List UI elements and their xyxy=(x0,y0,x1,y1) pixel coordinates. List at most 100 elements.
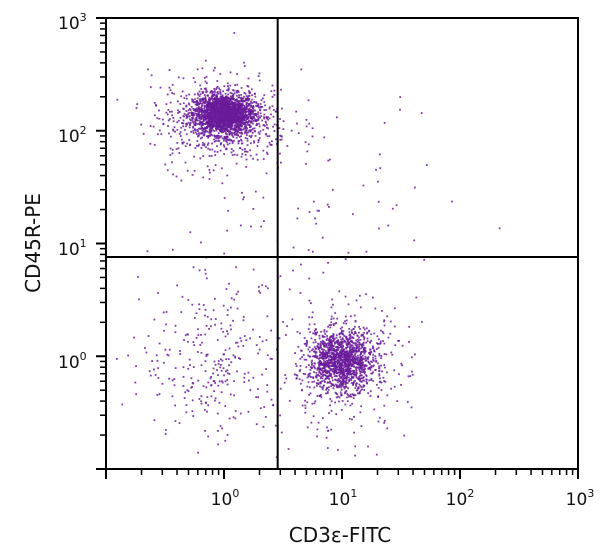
data-point xyxy=(413,239,416,242)
data-point xyxy=(157,377,160,379)
data-point xyxy=(286,325,288,328)
data-point xyxy=(350,379,353,382)
data-point xyxy=(342,353,345,355)
data-point xyxy=(308,346,311,349)
data-point xyxy=(266,315,269,318)
data-point xyxy=(342,369,345,372)
data-point xyxy=(349,355,351,358)
data-point xyxy=(182,141,185,144)
data-point xyxy=(185,110,188,112)
data-point xyxy=(346,400,349,403)
data-point xyxy=(222,128,225,131)
data-point xyxy=(309,372,312,375)
data-point xyxy=(233,119,235,122)
data-point xyxy=(201,121,203,124)
data-point xyxy=(209,109,212,112)
data-point xyxy=(155,104,158,107)
data-point xyxy=(320,396,323,399)
data-point xyxy=(323,330,326,333)
data-point xyxy=(208,118,211,121)
data-point xyxy=(246,106,248,109)
data-point xyxy=(171,83,174,86)
data-point xyxy=(242,116,245,119)
data-point xyxy=(363,372,366,375)
data-point xyxy=(320,330,323,333)
data-point xyxy=(321,357,324,360)
data-point xyxy=(151,360,154,362)
data-point xyxy=(318,370,321,373)
data-point xyxy=(242,109,245,112)
data-point xyxy=(192,366,195,368)
data-point xyxy=(273,123,276,126)
data-point xyxy=(308,386,311,389)
data-point xyxy=(320,373,322,376)
data-point xyxy=(313,346,316,348)
data-point xyxy=(239,224,242,227)
data-point xyxy=(307,348,310,351)
data-point xyxy=(201,129,204,132)
data-point xyxy=(337,352,340,355)
data-point xyxy=(380,389,383,391)
data-point xyxy=(207,116,210,119)
data-point xyxy=(209,106,212,109)
data-point xyxy=(233,115,236,118)
data-point xyxy=(212,124,215,127)
data-point xyxy=(325,370,328,372)
data-point xyxy=(178,133,181,135)
data-point xyxy=(213,134,216,137)
data-point xyxy=(353,415,355,418)
data-point xyxy=(239,147,242,150)
data-point xyxy=(208,327,210,330)
data-point xyxy=(224,118,226,121)
data-point xyxy=(185,117,188,119)
data-point xyxy=(414,353,416,356)
data-point xyxy=(166,113,169,116)
data-point xyxy=(378,373,381,376)
data-point xyxy=(209,171,211,174)
data-point xyxy=(338,333,341,335)
data-point xyxy=(292,246,295,249)
data-point xyxy=(344,358,347,361)
data-point xyxy=(209,129,211,132)
data-point xyxy=(245,339,248,342)
data-point xyxy=(220,100,223,103)
data-point xyxy=(148,370,151,373)
data-point xyxy=(270,144,273,146)
data-point xyxy=(333,365,335,368)
data-point xyxy=(246,99,248,101)
data-point xyxy=(149,86,152,89)
data-point xyxy=(353,371,355,373)
data-point xyxy=(203,408,206,411)
data-point xyxy=(316,355,319,358)
data-point xyxy=(346,382,349,384)
data-point xyxy=(199,100,201,102)
data-point xyxy=(352,393,355,396)
data-point xyxy=(304,407,307,409)
data-point xyxy=(230,120,232,123)
data-point xyxy=(168,118,171,121)
data-point xyxy=(312,415,315,418)
data-point xyxy=(235,266,238,269)
data-point xyxy=(378,153,381,156)
data-point xyxy=(225,132,227,135)
data-point xyxy=(330,315,333,318)
data-point xyxy=(423,258,426,261)
data-point xyxy=(304,373,307,376)
data-point xyxy=(236,111,239,114)
data-point xyxy=(318,349,321,352)
data-point xyxy=(378,416,381,419)
data-point xyxy=(314,333,316,335)
data-point xyxy=(245,101,248,104)
data-point xyxy=(209,90,212,93)
data-point xyxy=(225,109,228,111)
data-point xyxy=(366,337,369,340)
data-point xyxy=(218,117,221,120)
data-point xyxy=(320,386,323,389)
data-point xyxy=(210,395,213,398)
data-point xyxy=(361,388,363,391)
data-point xyxy=(198,122,201,125)
data-point xyxy=(339,357,342,360)
data-point xyxy=(210,325,212,328)
data-point xyxy=(195,118,198,120)
data-point xyxy=(329,398,332,400)
